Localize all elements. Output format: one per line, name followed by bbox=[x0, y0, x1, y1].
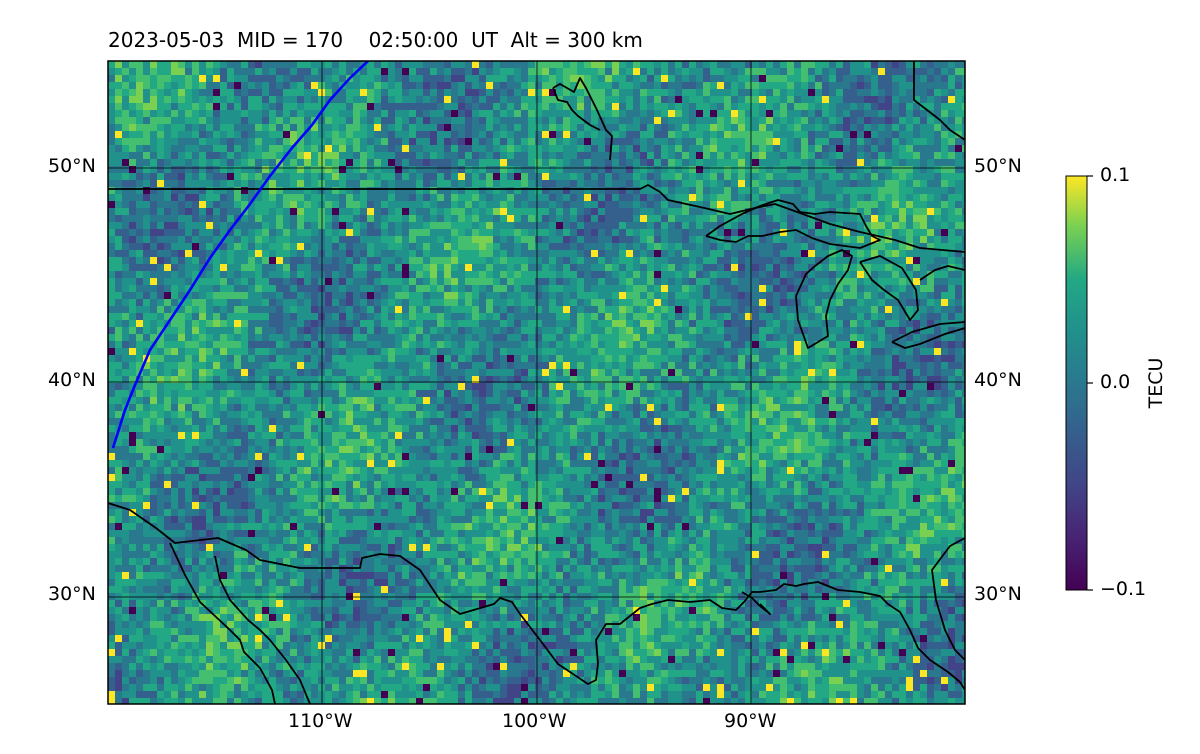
lat-tick-left-40: 40°N bbox=[48, 369, 96, 391]
lon-tick-110w: 110°W bbox=[288, 710, 353, 732]
lat-tick-right-50: 50°N bbox=[974, 155, 1022, 177]
lat-tick-right-40: 40°N bbox=[974, 369, 1022, 391]
colorbar bbox=[1066, 176, 1087, 590]
lat-tick-left-50: 50°N bbox=[48, 155, 96, 177]
colorbar-tick-min: −0.1 bbox=[1100, 578, 1146, 600]
lon-tick-90w: 90°W bbox=[724, 710, 776, 732]
colorbar-label: TECU bbox=[1145, 358, 1167, 409]
colorbar-tick-max: 0.1 bbox=[1100, 164, 1130, 186]
lat-tick-left-30: 30°N bbox=[48, 583, 96, 605]
lon-tick-100w: 100°W bbox=[502, 710, 567, 732]
lat-tick-right-30: 30°N bbox=[974, 583, 1022, 605]
colorbar-tick-zero: 0.0 bbox=[1100, 371, 1130, 393]
